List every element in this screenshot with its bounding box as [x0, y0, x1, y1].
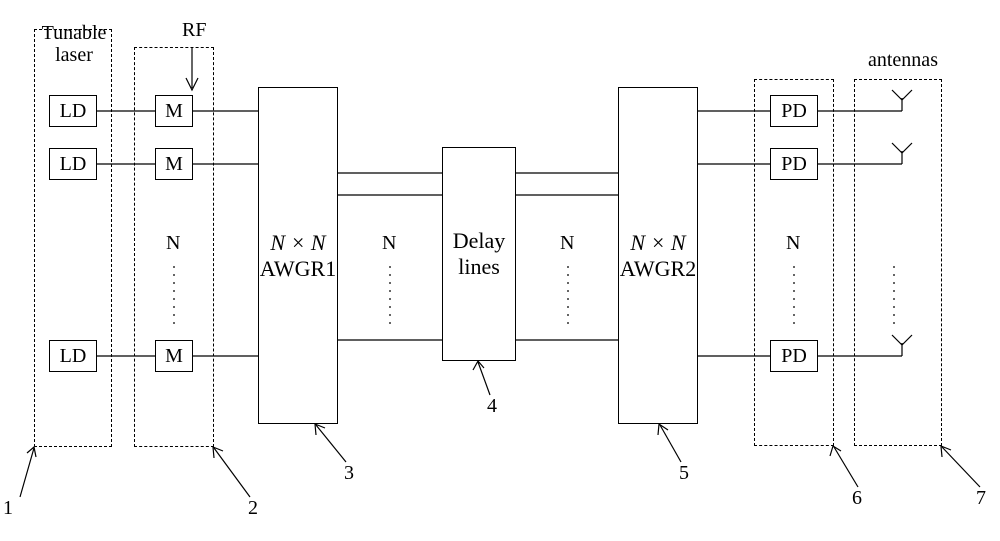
label-tunable-laser: Tunablelaser: [24, 22, 124, 66]
refnum-4: 4: [487, 395, 497, 418]
ref-arrow-7: [941, 446, 980, 487]
n-label-pd: N: [786, 232, 800, 255]
delay-lines-box: Delay lines: [442, 147, 516, 361]
m-box-n: M: [155, 340, 193, 372]
awgr2-box: N × N AWGR2: [618, 87, 698, 424]
ref-arrow-5: [658, 424, 681, 462]
ref-arrow-3: [315, 424, 346, 462]
n-label-modulators: N: [166, 232, 180, 255]
ld-box-1: LD: [49, 95, 97, 127]
m-box-2: M: [155, 148, 193, 180]
pd-box-n: PD: [770, 340, 818, 372]
ref-arrow-1: [20, 447, 36, 497]
refnum-3: 3: [344, 462, 354, 485]
m-box-1: M: [155, 95, 193, 127]
refnum-5: 5: [679, 462, 689, 485]
awgr1-box: N × N AWGR1: [258, 87, 338, 424]
n-label-awgr1-delay: N: [382, 232, 396, 255]
label-antennas: antennas: [868, 49, 938, 72]
ref-arrow-6: [830, 446, 858, 487]
ref-arrow-2: [213, 447, 250, 497]
ref-arrow-4: [473, 361, 490, 395]
pd-box-1: PD: [770, 95, 818, 127]
group-photodetectors: [754, 79, 834, 446]
n-label-delay-awgr2: N: [560, 232, 574, 255]
refnum-1: 1: [3, 497, 13, 520]
ld-box-2: LD: [49, 148, 97, 180]
label-rf: RF: [182, 19, 206, 42]
group-tunable-laser: [34, 29, 112, 447]
refnum-7: 7: [976, 487, 986, 510]
ld-box-n: LD: [49, 340, 97, 372]
group-antennas: [854, 79, 942, 446]
refnum-2: 2: [248, 497, 258, 520]
refnum-6: 6: [852, 487, 862, 510]
pd-box-2: PD: [770, 148, 818, 180]
